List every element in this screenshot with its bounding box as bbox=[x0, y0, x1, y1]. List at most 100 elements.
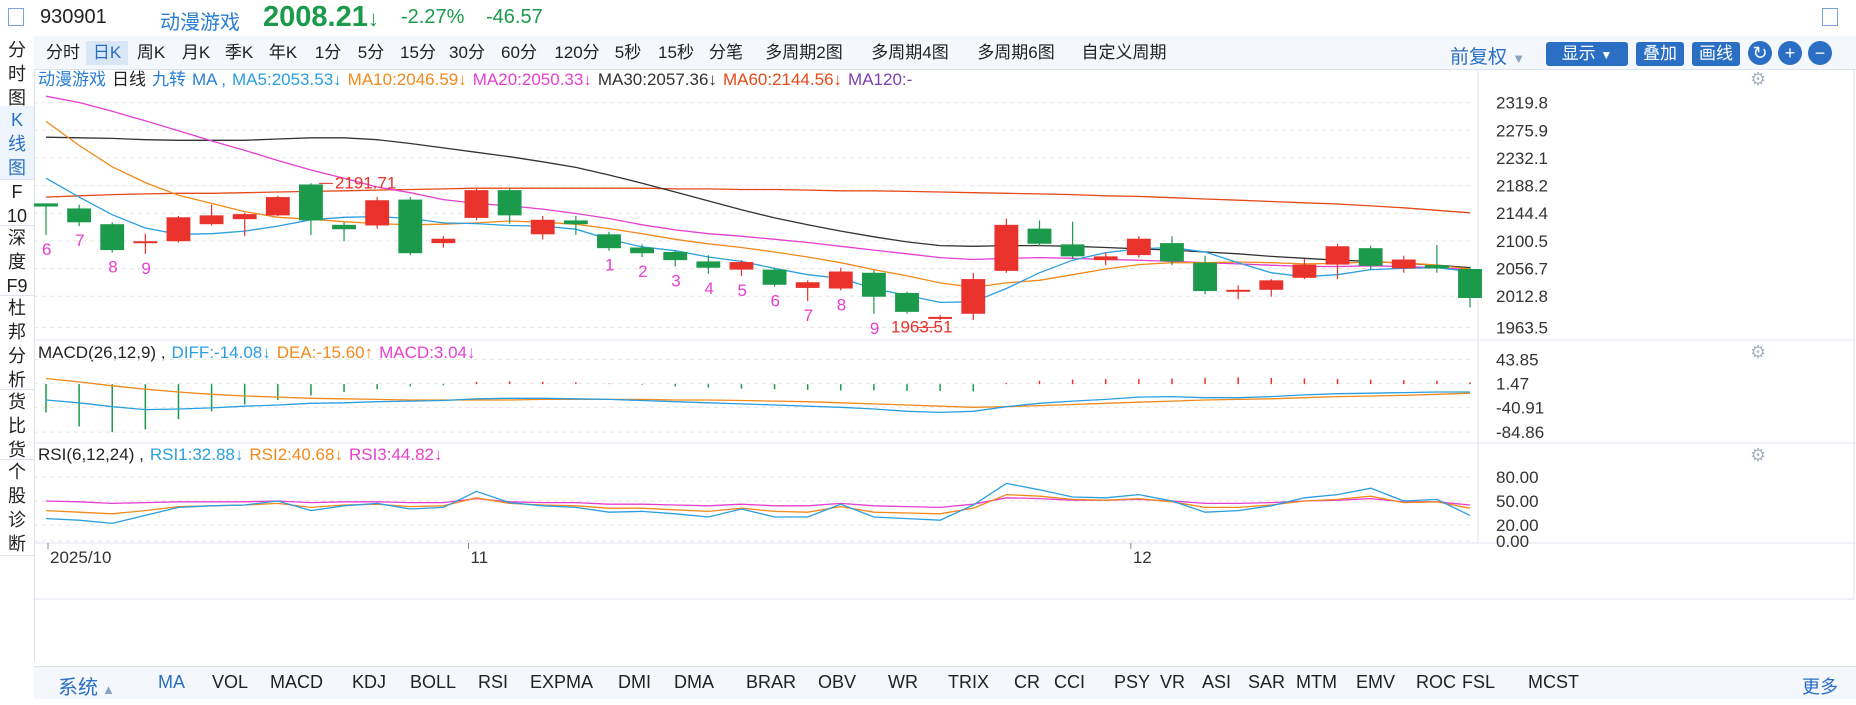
period-tab-1[interactable]: 日K bbox=[86, 41, 128, 65]
period-tab-0[interactable]: 分时 bbox=[46, 43, 80, 62]
candle-body bbox=[895, 292, 919, 312]
left-nav-item-4[interactable]: 杜 邦 分 析 bbox=[0, 294, 34, 390]
adjust-dropdown[interactable]: 前复权 ▼ bbox=[1450, 47, 1526, 68]
refresh-icon[interactable]: ↻ bbox=[1748, 41, 1772, 65]
dropdown-arrow-icon: ▼ bbox=[1512, 51, 1526, 66]
indicator-tab-7[interactable]: EXPMA bbox=[530, 672, 594, 692]
macd-legend-item: MACD(26,12,9) , bbox=[38, 343, 166, 362]
dea-line bbox=[45, 377, 1471, 408]
indicator-tab-22[interactable]: ROC bbox=[1416, 672, 1456, 692]
macd-axis-label: 1.47 bbox=[1496, 374, 1529, 393]
period-tab-17[interactable]: 多周期6图 bbox=[977, 43, 1055, 62]
period-tab-13[interactable]: 15秒 bbox=[658, 43, 694, 62]
indicator-tab-11[interactable]: OBV bbox=[818, 672, 857, 692]
period-tab-8[interactable]: 15分 bbox=[400, 43, 436, 62]
left-nav-item-5[interactable]: 货 比 货 bbox=[0, 388, 34, 460]
period-tab-9[interactable]: 30分 bbox=[449, 43, 485, 62]
price-change: -46.57 bbox=[486, 6, 543, 28]
indicator-tab-23[interactable]: FSL bbox=[1462, 672, 1496, 692]
indicator-tab-18[interactable]: ASI bbox=[1202, 672, 1232, 692]
candle-body bbox=[1226, 289, 1251, 292]
indicator-tab-17[interactable]: VR bbox=[1160, 672, 1186, 692]
stock-name[interactable]: 动漫游戏 bbox=[160, 12, 240, 34]
indicator-tab-8[interactable]: DMI bbox=[618, 672, 651, 692]
period-tab-5[interactable]: 年K bbox=[268, 43, 298, 62]
candle-body bbox=[1391, 259, 1416, 269]
period-tab-12[interactable]: 5秒 bbox=[614, 43, 642, 62]
indicator-tab-12[interactable]: WR bbox=[888, 672, 918, 692]
period-tab-11[interactable]: 120分 bbox=[554, 43, 600, 62]
indicator-tab-24[interactable]: MCST bbox=[1528, 672, 1579, 692]
nine-count-label: 4 bbox=[704, 279, 713, 298]
left-nav-item-1[interactable]: K 线 图 bbox=[0, 106, 34, 180]
macd-legend-item: DIFF:-14.08↓ bbox=[172, 343, 271, 362]
indicator-tab-10[interactable]: BRAR bbox=[746, 672, 797, 692]
candle-body bbox=[1027, 228, 1052, 244]
rsi3-line bbox=[45, 497, 1471, 509]
indicator-tab-1[interactable]: MA bbox=[158, 672, 185, 692]
main-legend-item: MA60:2144.56↓ bbox=[723, 70, 842, 89]
indicator-tab-13[interactable]: TRIX bbox=[948, 672, 990, 692]
nine-count-label: 3 bbox=[671, 271, 680, 290]
title-bar: 930901 动漫游戏 2008.21↓ -2.27% -46.57 bbox=[0, 0, 1856, 36]
indicator-tab-3[interactable]: MACD bbox=[270, 672, 323, 692]
candle-body bbox=[1458, 268, 1482, 298]
overlay-button[interactable]: 叠加 bbox=[1636, 42, 1684, 66]
nine-count-label: 2 bbox=[638, 262, 647, 281]
candle-body bbox=[928, 316, 953, 319]
period-tab-16[interactable]: 多周期4图 bbox=[871, 43, 949, 62]
period-tab-2[interactable]: 周K bbox=[136, 43, 166, 62]
period-tab-18[interactable]: 自定义周期 bbox=[1081, 43, 1167, 62]
candle-body bbox=[1193, 262, 1217, 292]
indicator-tab-0[interactable]: 系统 ▲ bbox=[58, 677, 115, 699]
period-tab-6[interactable]: 1分 bbox=[314, 43, 342, 62]
left-nav-item-2[interactable]: F 10 bbox=[0, 178, 34, 226]
more-link[interactable]: 更多 bbox=[1802, 677, 1838, 697]
indicator-tab-15[interactable]: CCI bbox=[1054, 672, 1085, 692]
left-nav-item-0[interactable]: 分 时 图 bbox=[0, 36, 34, 108]
period-tab-7[interactable]: 5分 bbox=[357, 43, 385, 62]
indicator-tab-2[interactable]: VOL bbox=[212, 672, 249, 692]
period-tab-3[interactable]: 月K bbox=[181, 43, 211, 62]
sidebar-toggle-icon[interactable] bbox=[8, 8, 24, 26]
period-tab-15[interactable]: 多周期2图 bbox=[765, 43, 843, 62]
settings-gear-icon[interactable]: ⚙ bbox=[1750, 69, 1766, 89]
indicator-tab-19[interactable]: SAR bbox=[1248, 672, 1286, 692]
zoom-in-icon[interactable]: + bbox=[1778, 41, 1802, 65]
indicator-tab-14[interactable]: CR bbox=[1014, 672, 1040, 692]
candle-body bbox=[67, 208, 92, 223]
period-tab-10[interactable]: 60分 bbox=[501, 43, 537, 62]
indicator-tab-20[interactable]: MTM bbox=[1296, 672, 1337, 692]
indicator-tab-16[interactable]: PSY bbox=[1114, 672, 1151, 692]
indicator-tab-4[interactable]: KDJ bbox=[352, 672, 387, 692]
candle-body bbox=[1358, 248, 1383, 266]
candle-body bbox=[1424, 265, 1449, 269]
main-legend-item: 动漫游戏 bbox=[38, 70, 106, 89]
candle-body bbox=[497, 190, 522, 216]
candle-body bbox=[563, 220, 588, 225]
candle-body bbox=[398, 199, 423, 254]
indicator-bar: 系统 ▲ MA VOL MACD KDJ BOLL RSI EXPMA DMI DMA BRAR OBV… bbox=[34, 666, 1856, 699]
indicator-tab-6[interactable]: RSI bbox=[478, 672, 509, 692]
settings-gear-icon[interactable]: ⚙ bbox=[1750, 342, 1766, 362]
period-tab-4[interactable]: 季K bbox=[224, 43, 254, 62]
draw-line-button[interactable]: 画线 bbox=[1692, 42, 1740, 66]
period-tab-14[interactable]: 分笔 bbox=[709, 43, 743, 62]
indicator-tab-5[interactable]: BOLL bbox=[410, 672, 457, 692]
candle-body bbox=[1325, 246, 1350, 265]
settings-gear-icon[interactable]: ⚙ bbox=[1750, 445, 1766, 465]
left-nav-item-3[interactable]: 深 度 F9 bbox=[0, 224, 34, 296]
indicator-tab-21[interactable]: EMV bbox=[1356, 672, 1396, 692]
main-legend-item: 九转 bbox=[152, 70, 186, 89]
nine-count-label: 6 bbox=[771, 292, 780, 311]
candle-body bbox=[729, 262, 754, 270]
zoom-out-icon[interactable]: − bbox=[1808, 41, 1832, 65]
kline-chart[interactable]: 动漫游戏 日线 九转 MA , MA5:2053.53↓ MA10:2046.59↓ MA2… bbox=[34, 69, 1856, 666]
candle-body bbox=[994, 224, 1019, 271]
window-toggle-icon[interactable] bbox=[1822, 8, 1838, 26]
price-axis-label: 2188.2 bbox=[1496, 177, 1548, 196]
indicator-tab-9[interactable]: DMA bbox=[674, 672, 714, 692]
display-button[interactable]: 显示 ▼ bbox=[1546, 42, 1628, 66]
left-nav-item-6[interactable]: 个 股 诊 断 bbox=[0, 458, 34, 556]
candle-body bbox=[597, 234, 621, 249]
